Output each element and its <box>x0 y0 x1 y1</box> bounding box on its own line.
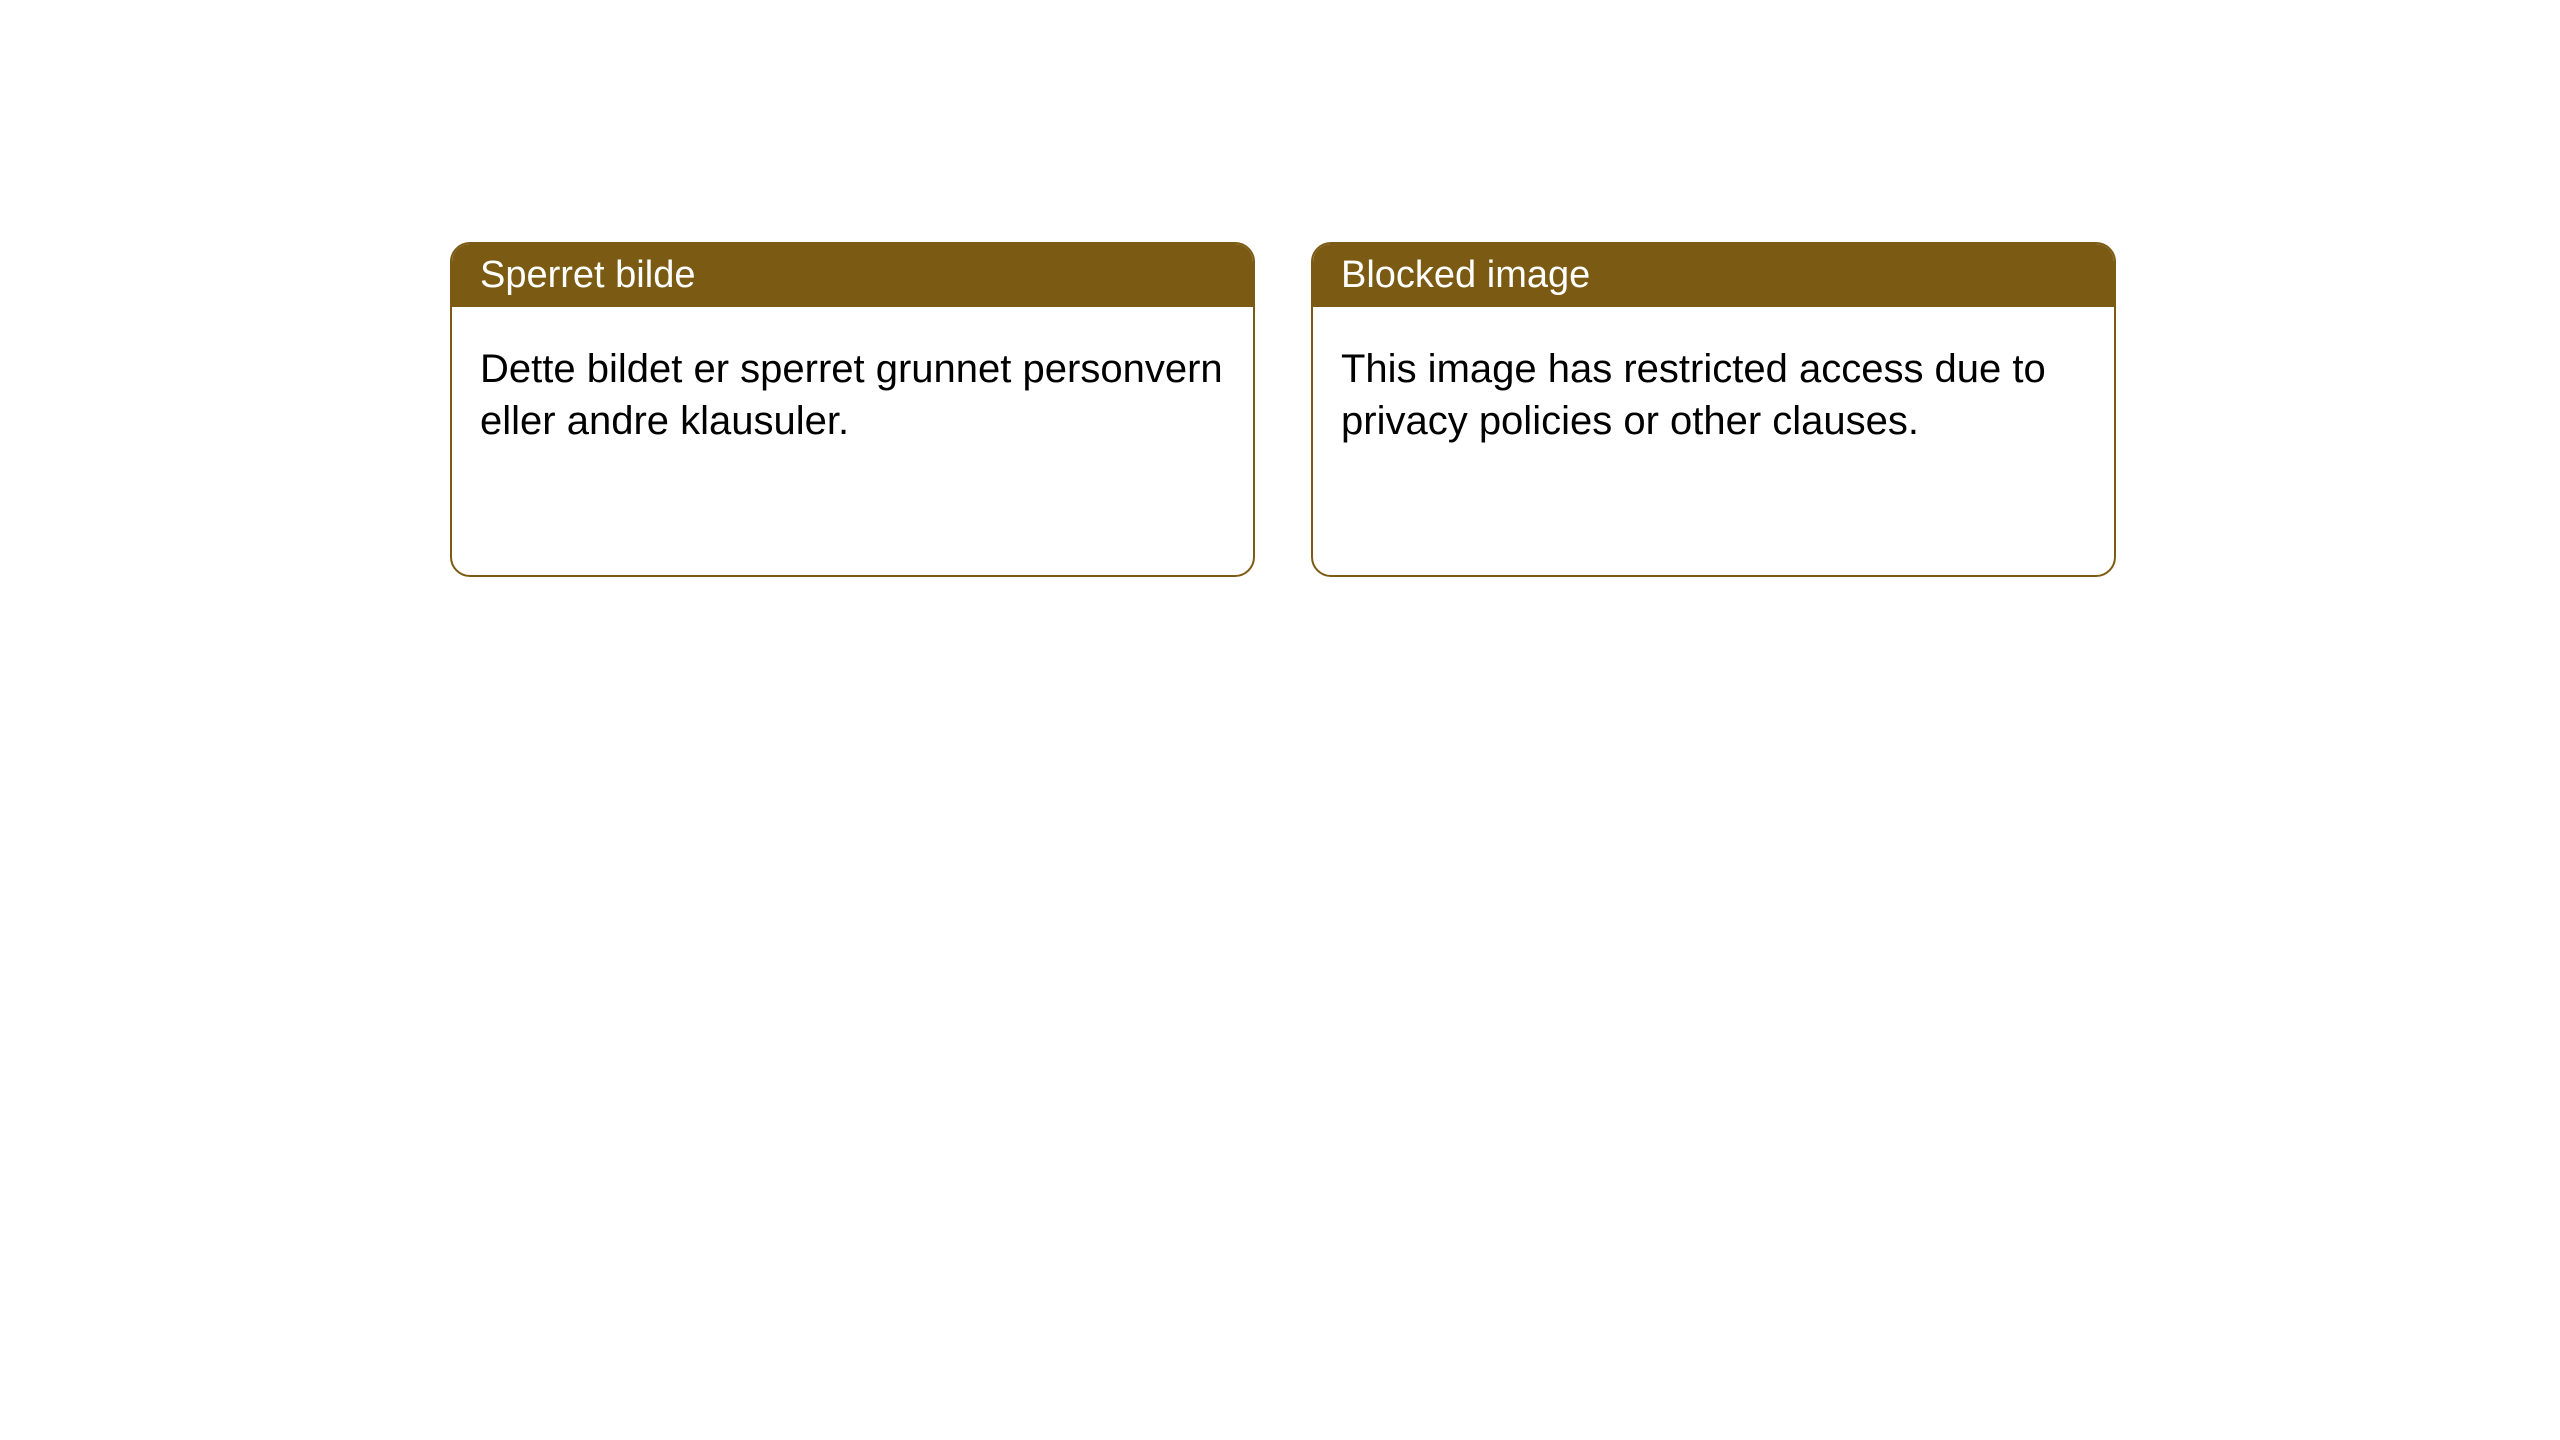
notice-title: Sperret bilde <box>480 254 695 296</box>
notice-card-english: Blocked image This image has restricted … <box>1311 242 2116 577</box>
notice-title: Blocked image <box>1341 254 1590 296</box>
notice-header: Sperret bilde <box>452 244 1253 307</box>
notice-text: This image has restricted access due to … <box>1341 347 2046 443</box>
notice-container: Sperret bilde Dette bildet er sperret gr… <box>450 242 2116 577</box>
notice-card-norwegian: Sperret bilde Dette bildet er sperret gr… <box>450 242 1255 577</box>
notice-text: Dette bildet er sperret grunnet personve… <box>480 347 1223 443</box>
notice-body: This image has restricted access due to … <box>1313 307 2114 483</box>
notice-body: Dette bildet er sperret grunnet personve… <box>452 307 1253 483</box>
notice-header: Blocked image <box>1313 244 2114 307</box>
